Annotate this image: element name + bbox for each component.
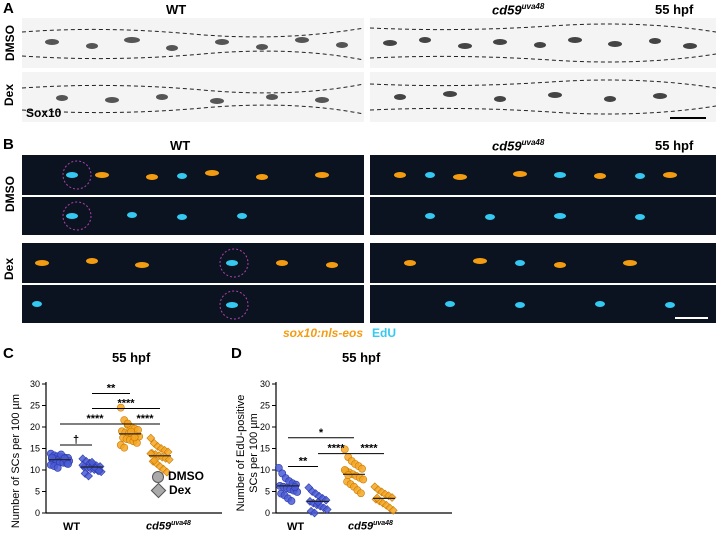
d-ytick-label: 15 xyxy=(260,444,270,454)
c-ytick-label: 5 xyxy=(35,487,40,497)
panel-c-legend: DMSO Dex xyxy=(150,469,204,499)
panel-c-xtick-wt: WT xyxy=(63,521,81,533)
micrograph-b-wt-dmso-edu xyxy=(22,197,364,235)
panel-b-legend-eos: sox10:nls-eos xyxy=(283,326,364,340)
panel-b-row-dmso: DMSO xyxy=(3,176,17,212)
d-ytick-label: 5 xyxy=(265,487,270,497)
panel-b-wt-header: WT xyxy=(170,138,191,153)
micrograph-a-wt-dmso xyxy=(22,18,364,68)
c-point-cd59uva48-dmso xyxy=(120,443,129,452)
panel-b-legend-edu: EdU xyxy=(372,326,396,340)
panel-d-xtick-wt: WT xyxy=(287,521,305,533)
panel-a-mutant-header: cd59uva48 xyxy=(492,2,545,18)
c-point-cd59uva48-dmso xyxy=(130,433,139,442)
micrograph-a-mut-dex xyxy=(370,72,716,122)
micrograph-b-mut-dex-edu xyxy=(370,285,716,323)
d-sig-label: **** xyxy=(360,443,378,455)
c-ytick-label: 25 xyxy=(30,401,40,411)
panel-a-stain-label: Sox10 xyxy=(26,106,62,120)
c-point-cd59uva48-dex xyxy=(146,433,156,443)
c-ytick-label: 0 xyxy=(35,508,40,518)
d-point-WT-dmso xyxy=(274,463,283,472)
micrograph-b-wt-dex-edu xyxy=(22,285,364,323)
micrograph-a-mut-dmso xyxy=(370,18,716,68)
micrograph-a-wt-dex: Sox10 xyxy=(22,72,364,122)
d-point-WT-dex xyxy=(310,508,319,518)
c-ytick-label: 10 xyxy=(30,465,40,475)
c-sig-label: † xyxy=(73,434,79,446)
d-point-WT-dmso xyxy=(287,497,296,505)
panel-d-xtick-mut: cd59uva48 xyxy=(348,520,393,533)
panel-a-row-dex: Dex xyxy=(2,84,16,107)
c-point-cd59uva48-dex xyxy=(163,447,173,457)
panel-b-mutant-header: cd59uva48 xyxy=(492,138,545,154)
c-point-WT-dmso xyxy=(64,460,72,468)
d-point-cd59uva48-dex xyxy=(388,506,398,515)
d-point-WT-dex xyxy=(322,505,332,514)
panel-b-row-dex: Dex xyxy=(2,258,16,281)
c-sig-label: ** xyxy=(107,382,116,394)
micrograph-b-mut-dmso-edu xyxy=(370,197,716,235)
c-point-cd59uva48-dmso xyxy=(116,403,125,412)
d-ytick-label: 25 xyxy=(260,401,270,411)
micrograph-b-mut-dmso-merge xyxy=(370,155,716,195)
panel-a-row-dmso: DMSO xyxy=(3,25,17,61)
c-ytick-label: 20 xyxy=(30,422,40,432)
panel-a-wt-header: WT xyxy=(166,2,187,17)
d-ytick-label: 30 xyxy=(260,379,270,389)
d-point-cd59uva48-dmso xyxy=(340,445,349,454)
panel-c-label: C xyxy=(3,345,14,362)
legend-dex-label: Dex xyxy=(169,483,192,497)
d-ytick-label: 0 xyxy=(265,508,270,518)
micrograph-b-wt-dex-merge xyxy=(22,243,364,283)
d-point-cd59uva48-dex xyxy=(387,493,397,502)
c-sig-label: **** xyxy=(86,413,104,425)
legend-dmso-label: DMSO xyxy=(168,469,204,483)
legend-dex-item: Dex xyxy=(150,483,204,499)
c-point-WT-dex xyxy=(84,471,93,481)
d-point-cd59uva48-dmso xyxy=(358,464,366,473)
panel-a-label: A xyxy=(3,0,14,17)
c-point-cd59uva48-dex xyxy=(162,467,172,477)
d-sig-label: ** xyxy=(299,456,308,468)
c-sig-label: **** xyxy=(117,398,135,410)
panel-a-timepoint: 55 hpf xyxy=(655,2,694,17)
d-ytick-label: 10 xyxy=(260,465,270,475)
d-ytick-label: 20 xyxy=(260,422,270,432)
panel-d-title: 55 hpf xyxy=(342,350,381,365)
legend-dmso-item: DMSO xyxy=(152,469,204,483)
legend-dmso-marker xyxy=(152,470,164,483)
d-point-WT-dmso xyxy=(291,483,299,492)
c-ytick-label: 30 xyxy=(30,379,40,389)
d-sig-label: * xyxy=(319,427,324,439)
panel-b-label: B xyxy=(3,136,14,153)
c-sig-label: **** xyxy=(136,413,154,425)
c-point-WT-dex xyxy=(87,457,97,467)
c-point-cd59uva48-dex xyxy=(149,456,159,465)
panel-c-title: 55 hpf xyxy=(112,350,151,365)
c-point-WT-dex xyxy=(94,466,104,476)
d-sig-label: **** xyxy=(327,443,345,455)
d-point-WT-dex xyxy=(313,497,323,507)
d-point-cd59uva48-dmso xyxy=(359,475,368,484)
c-point-cd59uva48-dex xyxy=(164,455,174,465)
c-ytick-label: 15 xyxy=(30,444,40,454)
panel-d-label: D xyxy=(231,345,242,362)
d-point-cd59uva48-dmso xyxy=(344,471,353,480)
d-point-cd59uva48-dmso xyxy=(356,489,365,498)
c-point-WT-dmso xyxy=(53,463,62,472)
micrograph-b-wt-dmso-merge xyxy=(22,155,364,195)
legend-dex-marker xyxy=(150,483,167,499)
micrograph-b-mut-dex-merge xyxy=(370,243,716,283)
d-point-WT-dex xyxy=(321,495,331,505)
panel-b-timepoint: 55 hpf xyxy=(655,138,694,153)
panel-c-xtick-mut: cd59uva48 xyxy=(146,520,191,533)
